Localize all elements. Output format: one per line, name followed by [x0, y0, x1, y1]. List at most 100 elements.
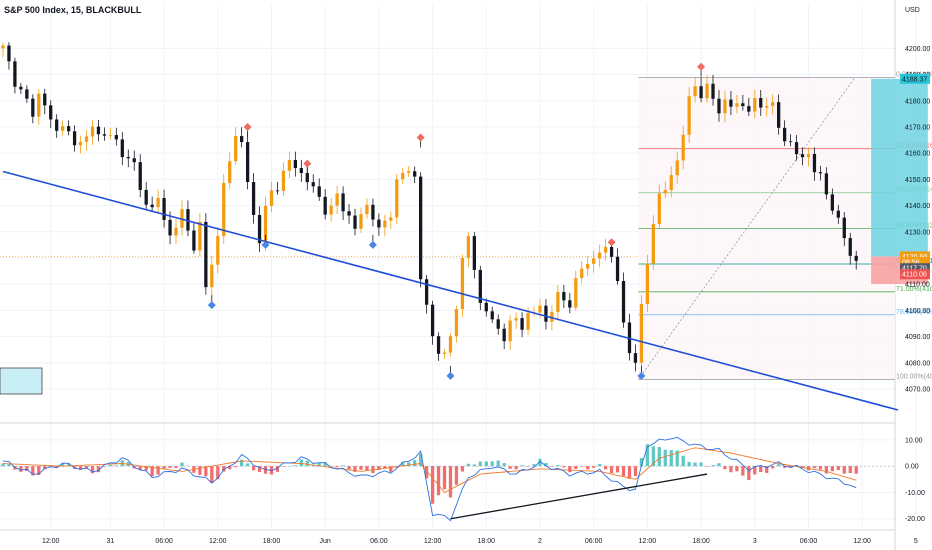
price-tag-bg [900, 73, 930, 84]
macd-histogram-bar [359, 466, 363, 470]
candle-body [240, 136, 244, 143]
time-tick-label: 18:00 [478, 538, 496, 545]
long-position-tool[interactable] [871, 78, 928, 285]
candle-body [812, 153, 817, 173]
candle-body [496, 319, 500, 329]
candle-body [693, 86, 697, 97]
time-tick-label: 12:00 [42, 538, 60, 545]
candle-body [657, 193, 661, 225]
candle-body [72, 131, 77, 146]
pivot-low-marker [207, 301, 216, 310]
candle-body [120, 139, 124, 158]
macd-histogram-bar [317, 462, 321, 467]
price-tag-label: 4110.06 [902, 272, 927, 279]
macd-histogram-bar [621, 466, 626, 477]
candle-body [257, 214, 262, 244]
macd-histogram-bar [836, 466, 840, 471]
candle-body [102, 134, 107, 136]
macd-histogram-bar [526, 466, 530, 467]
macd-histogram-bar [174, 466, 178, 468]
selection-box[interactable] [0, 367, 43, 395]
macd-histogram-bar [144, 466, 148, 471]
candle-body [49, 105, 53, 120]
time-tick-label: 18:00 [692, 538, 710, 545]
fib-trend-dashed [638, 77, 856, 380]
macd-histogram-bar [633, 466, 638, 476]
candle-body [848, 238, 852, 256]
macd-histogram-bar [747, 466, 751, 481]
candle-body [323, 196, 327, 215]
trend-line[interactable] [2, 170, 899, 411]
candle-body [138, 162, 142, 190]
price-tick-label: 4130.00 [905, 229, 930, 236]
candle-body [78, 141, 83, 146]
candle-body [771, 102, 775, 107]
macd-tick-label: 0.00 [905, 464, 919, 471]
macd-histogram-bar [777, 464, 781, 467]
chart-title: S&P 500 Index, 15, BLACKBULL [4, 5, 142, 15]
macd-histogram-bar [627, 466, 632, 479]
candle-body [687, 96, 691, 135]
candle-body [699, 86, 703, 99]
macd-histogram-bar [204, 466, 208, 477]
macd-histogram-bar [753, 466, 757, 475]
macd-histogram-bar [275, 466, 280, 472]
macd-histogram-bar [245, 463, 250, 467]
time-tick-label: 2 [538, 538, 542, 545]
candle-body [132, 158, 136, 163]
candle-body [413, 171, 417, 177]
candle-body [162, 197, 166, 220]
candle-body [359, 214, 363, 229]
candle-body [448, 336, 453, 353]
macd-histogram-bar [771, 466, 775, 469]
price-tick-label: 4100.00 [905, 308, 930, 315]
time-axis[interactable]: 12:00 31 06:00 12:00 18:00 Jun 06:00 12:00 18:00… [42, 538, 918, 545]
macd-histogram-bar [186, 465, 190, 467]
macd-histogram-bar [830, 466, 834, 472]
macd-histogram-bar [19, 466, 23, 472]
macd-histogram-bar [198, 466, 202, 475]
candle-body [174, 227, 178, 236]
candle-body [747, 106, 751, 112]
macd-histogram-bar [532, 464, 536, 467]
macd-histogram-bar [90, 466, 95, 474]
candle-body [228, 161, 232, 183]
macd-histogram-bar [329, 466, 333, 467]
candle-body [603, 246, 608, 253]
candle-body [234, 136, 238, 162]
candle-body [681, 134, 685, 161]
macd-histogram-bar [436, 466, 441, 496]
macd-histogram-bar [556, 464, 560, 467]
candle-body [329, 205, 333, 215]
candle-body [156, 197, 160, 208]
candle-body [317, 186, 321, 197]
macd-histogram-bar [460, 466, 465, 472]
macd-histogram-bar [562, 466, 566, 468]
macd-histogram-bar [138, 466, 142, 471]
time-tick-label: 12:00 [424, 538, 442, 545]
price-tick-label: 4160.00 [905, 151, 930, 158]
candle-body [311, 182, 315, 187]
currency-label: USD [905, 7, 920, 14]
candle-body [759, 98, 763, 108]
macd-histogram-bar [550, 466, 554, 467]
macd-histogram-bar [66, 463, 71, 467]
candle-body [66, 126, 71, 132]
price-tag-bg [900, 257, 930, 268]
fibonacci-retracement[interactable]: 0.00%(4188.92)23.60%(4161.72)38.20%(4144… [638, 71, 932, 380]
price-tag-bg [900, 269, 930, 280]
candle-body [305, 173, 309, 183]
macd-histogram-bar [651, 446, 655, 467]
candle-body [198, 221, 202, 251]
macd-histogram-bar [389, 466, 393, 472]
candle-body [263, 205, 268, 244]
macd-histogram-bar [490, 461, 494, 467]
macd-tick-label: -10.00 [905, 490, 925, 497]
pivot-high-marker [303, 159, 312, 168]
candle-body [90, 126, 95, 137]
macd-histogram-bar [424, 466, 429, 479]
macd-histogram-bar [210, 466, 214, 483]
candle-body [43, 93, 47, 106]
candle-body [13, 61, 17, 87]
